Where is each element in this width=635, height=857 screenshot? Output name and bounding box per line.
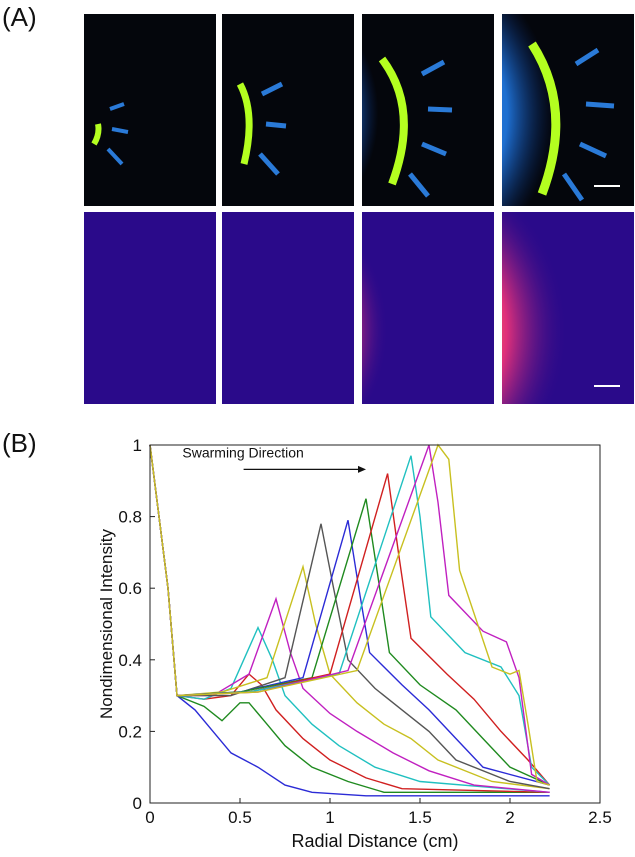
fluorescence-image-fire-1 xyxy=(84,212,216,404)
x-tick-label: 1.5 xyxy=(408,808,432,827)
axis-ticks: 0 0.5 1 1.5 2 2.5 0 0.2 0.4 0.6 0.8 1 xyxy=(118,436,611,827)
x-tick-label: 2 xyxy=(505,808,514,827)
series-line-8 xyxy=(149,444,550,786)
y-tick-label: 1 xyxy=(133,436,142,455)
x-tick-label: 0.5 xyxy=(228,808,252,827)
y-axis-label: Nondimensional Intensity xyxy=(97,529,116,719)
plot-frame xyxy=(149,444,601,804)
swarming-annotation: Swarming Direction xyxy=(182,445,366,473)
y-tick-label: 0.2 xyxy=(118,722,142,741)
intensity-line-chart: 0 0.5 1 1.5 2 2.5 0 0.2 0.4 0.6 0.8 1 Swarming Dire… xyxy=(97,436,612,851)
panel-b-label: (B) xyxy=(2,428,37,458)
fluorescence-image-fire-4 xyxy=(502,212,634,404)
annotation-arrow-head xyxy=(358,465,366,473)
fluorescence-image-green-2 xyxy=(222,14,354,206)
series-line-13 xyxy=(149,443,550,786)
series-line-9 xyxy=(149,444,550,786)
series-line-7 xyxy=(149,444,550,790)
series-line-12 xyxy=(149,444,550,786)
fluorescence-image-green-4 xyxy=(502,14,634,206)
fluorescence-image-green-1 xyxy=(84,14,216,206)
series-line-3 xyxy=(149,444,550,793)
series-line-2 xyxy=(149,444,550,793)
fluorescence-image-fire-3 xyxy=(362,212,494,404)
x-tick-label: 2.5 xyxy=(588,808,612,827)
y-tick-label: 0 xyxy=(133,794,142,813)
plot-lines xyxy=(149,443,551,797)
series-line-1 xyxy=(149,444,550,797)
x-tick-label: 1 xyxy=(325,808,334,827)
series-line-5 xyxy=(149,444,550,793)
y-tick-label: 0.6 xyxy=(118,579,142,598)
x-axis-label: Radial Distance (cm) xyxy=(291,831,458,851)
fluorescence-image-green-3 xyxy=(362,14,494,206)
series-line-10 xyxy=(149,444,551,786)
series-line-6 xyxy=(149,444,550,790)
y-tick-label: 0.8 xyxy=(118,508,142,527)
fluorescence-image-fire-2 xyxy=(222,212,354,404)
series-line-11 xyxy=(149,444,551,786)
series-line-4 xyxy=(149,444,550,793)
x-tick-label: 0 xyxy=(145,808,154,827)
annotation-text: Swarming Direction xyxy=(182,445,303,461)
y-tick-label: 0.4 xyxy=(118,651,142,670)
panel-a-label: (A) xyxy=(2,2,37,32)
